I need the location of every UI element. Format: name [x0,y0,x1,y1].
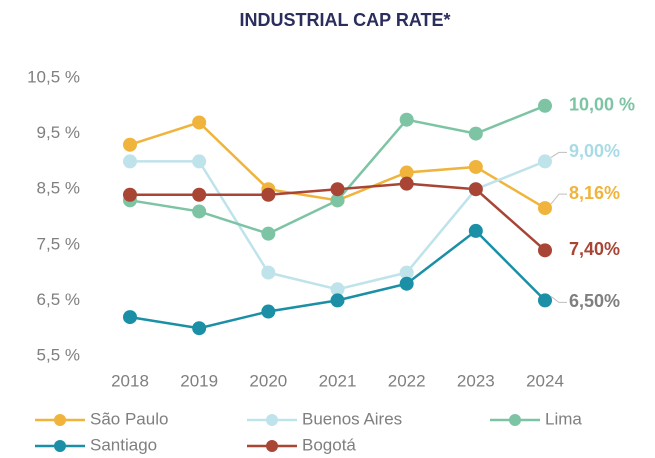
data-point [192,154,207,169]
data-point [261,265,276,280]
x-tick-label: 2021 [319,371,357,390]
value-label: 9,00% [569,141,620,161]
data-point [123,137,137,152]
data-point [123,154,137,169]
data-point [330,193,345,208]
leader-line [550,151,567,158]
data-point [399,276,414,291]
data-point [261,187,276,202]
x-tick-label: 2022 [388,371,426,390]
value-label: 10,00 % [569,95,635,115]
legend-marker [54,440,66,452]
data-point [192,321,207,336]
y-tick-label: 5,5 % [37,345,80,364]
x-tick-label: 2020 [249,371,287,390]
legend-marker [266,414,278,426]
data-point [399,176,414,191]
data-point [538,293,552,308]
data-point [192,187,207,202]
data-point [468,223,483,238]
data-point [399,112,414,127]
y-tick-label: 7,5 % [37,234,80,253]
chart-title: INDUSTRIAL CAP RATE* [239,10,450,30]
legend-label: Buenos Aires [302,409,402,428]
legend-label: Lima [545,409,582,428]
legend-marker [266,440,278,452]
data-point [261,304,276,319]
data-point [538,154,552,169]
x-tick-label: 2024 [526,371,564,390]
data-point [538,243,552,258]
value-label: 6,50% [569,291,620,311]
data-point [330,293,345,308]
legend-marker [509,414,521,426]
data-point [330,182,345,197]
y-tick-label: 6,5 % [37,290,80,309]
series-line [129,229,546,330]
value-label: 8,16% [569,183,620,203]
data-point [468,182,483,197]
data-point [399,265,414,280]
data-point [192,115,207,130]
legend-marker [54,414,66,426]
data-point [538,98,552,113]
data-point [468,126,483,141]
data-point [123,310,137,325]
data-point [538,201,552,216]
y-tick-label: 9,5 % [37,123,80,142]
series-line [130,160,546,291]
data-point [192,204,207,219]
data-point [468,159,483,174]
legend-label: São Paulo [90,409,168,428]
leader-line [550,296,567,303]
legend-label: Santiago [90,435,157,454]
y-tick-label: 8,5 % [37,179,80,198]
x-tick-label: 2023 [457,371,495,390]
data-point [123,187,137,202]
data-point [261,226,276,241]
x-tick-label: 2018 [111,371,149,390]
leader-line [550,193,567,205]
value-label: 7,40% [569,239,620,259]
y-tick-label: 10,5 % [27,67,80,86]
x-tick-label: 2019 [180,371,218,390]
data-point [399,165,414,180]
data-point [330,282,345,297]
legend-label: Bogotá [302,435,356,454]
